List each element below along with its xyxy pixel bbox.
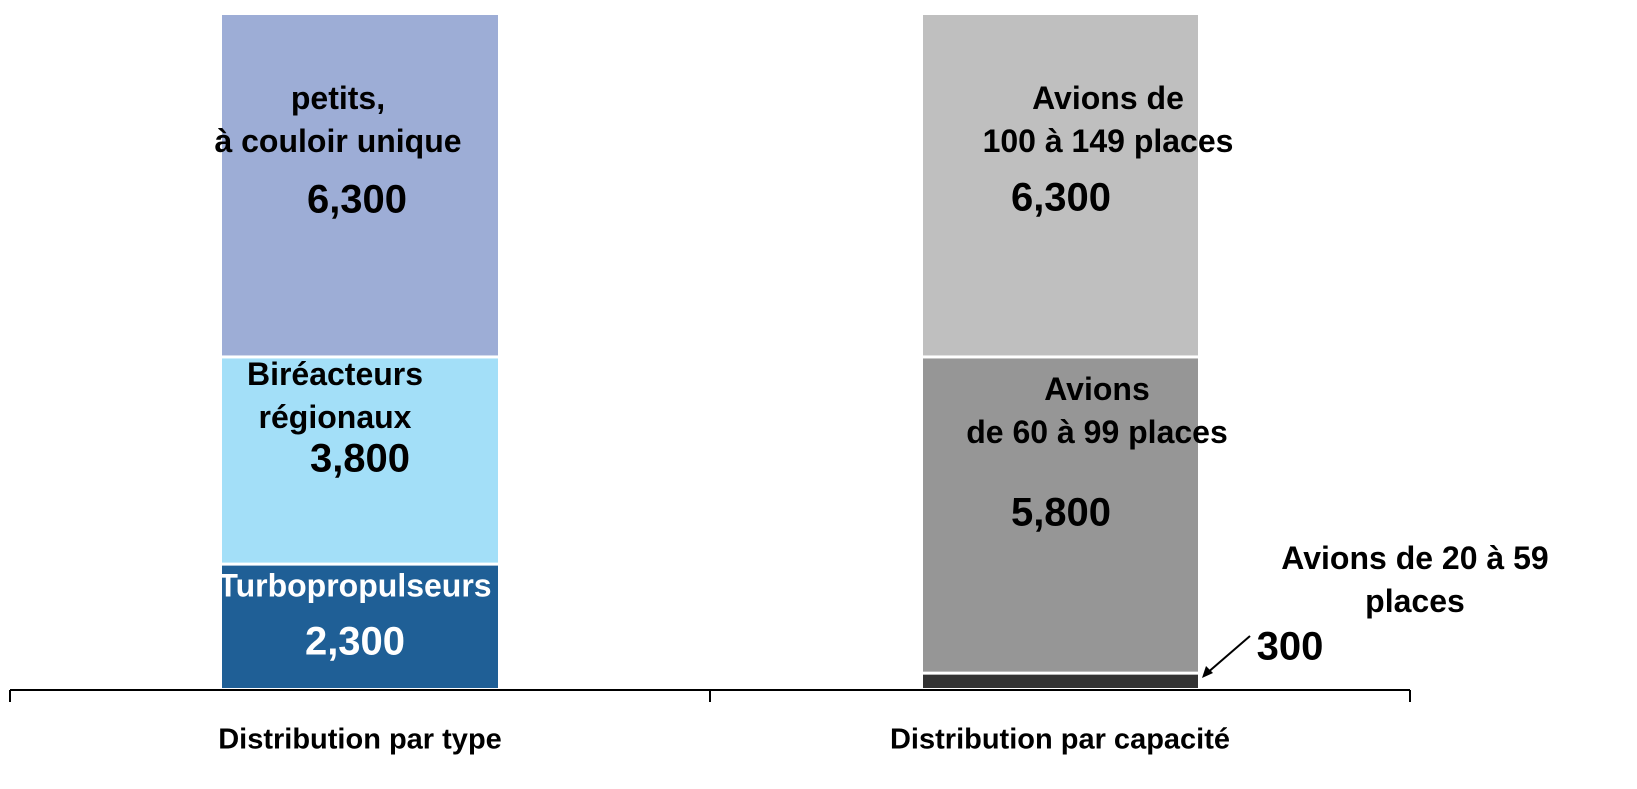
segment-name: Avions de 20 à 59 places	[1281, 540, 1549, 619]
value-label: 2,300	[304, 619, 406, 664]
value-label: 6,300	[1010, 175, 1112, 220]
value-label: 300	[1256, 624, 1324, 669]
bar-segment	[923, 358, 1198, 672]
bar-segment	[923, 674, 1198, 688]
callout-arrow	[1205, 635, 1251, 675]
value-label: 3,800	[309, 436, 411, 481]
segment-name: petits, à couloir unique	[214, 80, 462, 159]
bar-segment	[222, 565, 498, 688]
value-label: 5,800	[1010, 490, 1112, 535]
arrow-head	[1202, 666, 1213, 678]
category-label: Distribution par type	[218, 723, 502, 756]
segment-name: Biréacteurs régionaux	[246, 356, 424, 435]
category-label: Distribution par capacité	[889, 723, 1231, 756]
segment-name: Avions de 60 à 99 places	[966, 371, 1228, 450]
bar-segment	[222, 358, 498, 563]
segment-name: Turbopropulseurs	[218, 567, 492, 604]
bar-segment	[923, 15, 1198, 356]
bar-segment	[222, 15, 498, 356]
segment-name: Avions de 100 à 149 places	[982, 80, 1234, 159]
value-label: 6,300	[306, 177, 408, 222]
